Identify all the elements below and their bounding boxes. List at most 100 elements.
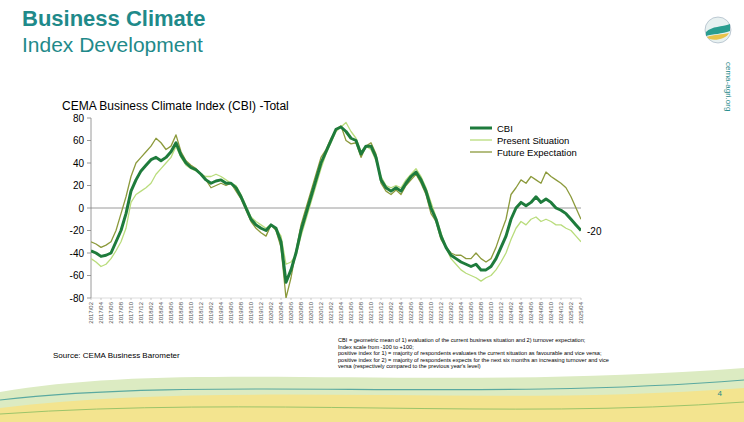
x-tick — [411, 298, 412, 300]
legend-swatch — [470, 127, 492, 130]
x-tick-label: 2017/06 — [108, 301, 114, 323]
x-tick — [121, 298, 122, 300]
x-tick — [301, 298, 302, 300]
x-tick — [191, 298, 192, 300]
x-tick-label: 2023/04 — [458, 301, 464, 323]
x-tick-label: 2017/04 — [98, 301, 104, 323]
x-tick — [101, 298, 102, 300]
x-tick-label: 2023/02 — [448, 301, 454, 323]
x-tick — [211, 298, 212, 300]
x-tick — [111, 298, 112, 300]
x-tick-label: 2019/04 — [218, 301, 224, 323]
x-tick — [361, 298, 362, 300]
x-tick — [271, 298, 272, 300]
x-tick-label: 2017/12 — [138, 301, 144, 323]
x-tick-label: 2022/12 — [438, 301, 444, 323]
x-tick-label: 2021/04 — [338, 301, 344, 323]
x-tick — [541, 298, 542, 300]
x-tick — [261, 298, 262, 300]
x-tick-label: 2018/08 — [178, 301, 184, 323]
footnote: CBI = geometric mean of 1) evaluation of… — [338, 337, 586, 343]
x-tick-label: 2023/12 — [498, 301, 504, 323]
x-tick — [451, 298, 452, 300]
x-tick — [181, 298, 182, 300]
x-tick-label: 2018/02 — [148, 301, 154, 323]
x-tick-label: 2019/08 — [238, 301, 244, 323]
legend-label: CBI — [497, 123, 513, 134]
x-tick-label: 2021/12 — [378, 301, 384, 323]
x-tick — [531, 298, 532, 300]
x-tick-label: 2017/10 — [128, 301, 134, 323]
plot-lines — [91, 123, 581, 299]
y-tick — [87, 185, 91, 186]
x-tick-label: 2025/04 — [578, 301, 584, 323]
footnote: versa (respectively compared to the prev… — [338, 363, 481, 369]
zero-line — [91, 208, 581, 209]
x-tick-label: 2017/08 — [118, 301, 124, 323]
footnote: Index scale from -100 to +100; — [338, 344, 414, 350]
x-tick-label: 2018/10 — [188, 301, 194, 323]
x-tick-label: 2020/08 — [298, 301, 304, 323]
x-tick-label: 2021/06 — [348, 301, 354, 323]
x-tick-label: 2022/06 — [408, 301, 414, 323]
x-tick-label: 2022/08 — [418, 301, 424, 323]
x-tick — [521, 298, 522, 300]
x-tick — [401, 298, 402, 300]
x-axis — [91, 298, 581, 299]
legend-swatch — [470, 151, 492, 152]
y-tick-label: 60 — [73, 135, 85, 146]
x-tick — [371, 298, 372, 300]
x-tick — [331, 298, 332, 300]
y-tick-label: -40 — [70, 248, 85, 259]
x-tick-label: 2024/10 — [548, 301, 554, 323]
x-tick-label: 2019/10 — [248, 301, 254, 323]
x-tick-label: 2024/06 — [528, 301, 534, 323]
series-line — [91, 127, 581, 282]
x-tick-label: 2017/02 — [88, 301, 94, 323]
x-tick-label: 2018/06 — [168, 301, 174, 323]
y-tick — [87, 163, 91, 164]
y-tick-label: -60 — [70, 270, 85, 281]
x-tick — [511, 298, 512, 300]
x-tick — [231, 298, 232, 300]
x-tick-label: 2019/02 — [208, 301, 214, 323]
y-tick — [87, 118, 91, 119]
wave-yellow — [0, 388, 744, 422]
y-tick-label: -20 — [70, 225, 85, 236]
source: Source: CEMA Business Barometer — [53, 351, 180, 360]
y-tick-label: 20 — [73, 180, 85, 191]
chart-title: CEMA Business Climate Index (CBI) -Total — [62, 99, 289, 113]
y-tick — [87, 208, 91, 209]
x-tick — [151, 298, 152, 300]
header-title: Business Climate — [22, 6, 205, 31]
x-tick-label: 2024/08 — [538, 301, 544, 323]
x-tick-label: 2024/02 — [508, 301, 514, 323]
x-tick — [481, 298, 482, 300]
x-tick — [441, 298, 442, 300]
x-tick-label: 2020/06 — [288, 301, 294, 323]
x-tick-label: 2020/04 — [278, 301, 284, 323]
x-tick — [291, 298, 292, 300]
x-tick — [501, 298, 502, 300]
wave-line — [0, 402, 744, 414]
x-tick-label: 2022/10 — [428, 301, 434, 323]
logo — [705, 17, 731, 43]
x-tick — [311, 298, 312, 300]
series-line — [91, 123, 581, 282]
x-tick — [221, 298, 222, 300]
x-tick — [321, 298, 322, 300]
x-tick-label: 2019/12 — [258, 301, 264, 323]
website: cema-agri.org — [724, 62, 733, 111]
x-tick — [561, 298, 562, 300]
y-tick-label: -80 — [70, 293, 85, 304]
x-tick-label: 2021/08 — [358, 301, 364, 323]
x-tick-label: 2023/06 — [468, 301, 474, 323]
x-tick-label: 2025/02 — [568, 301, 574, 323]
x-tick — [431, 298, 432, 300]
x-tick — [551, 298, 552, 300]
wave-line — [0, 380, 744, 400]
series-line — [91, 126, 581, 298]
x-tick — [251, 298, 252, 300]
x-tick — [91, 298, 92, 300]
x-tick-label: 2024/12 — [558, 301, 564, 323]
